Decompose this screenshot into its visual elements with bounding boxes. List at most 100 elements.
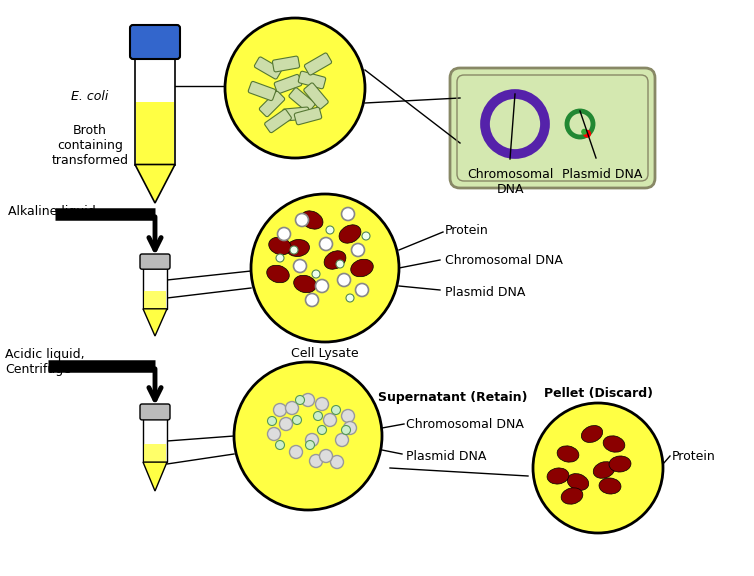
Circle shape [581,129,587,135]
Ellipse shape [547,468,569,484]
Ellipse shape [339,225,361,243]
Circle shape [305,441,314,449]
Ellipse shape [593,462,615,478]
Polygon shape [143,309,167,336]
Circle shape [330,456,344,468]
Circle shape [336,434,348,446]
Text: Protein: Protein [445,225,489,237]
Polygon shape [143,462,167,491]
FancyBboxPatch shape [294,107,322,125]
FancyBboxPatch shape [248,81,276,101]
Text: Supernatant (Retain): Supernatant (Retain) [378,392,528,404]
Circle shape [290,246,298,254]
Circle shape [533,403,663,533]
Circle shape [276,254,284,262]
Text: Cell Lysate: Cell Lysate [291,347,359,360]
FancyBboxPatch shape [305,53,332,75]
Ellipse shape [557,446,579,462]
Circle shape [305,434,318,446]
Circle shape [275,441,284,449]
Circle shape [315,279,329,293]
Circle shape [342,207,354,221]
Bar [144,291,166,309]
Circle shape [314,411,323,420]
Circle shape [583,130,591,138]
Circle shape [296,396,305,404]
Ellipse shape [287,240,309,256]
FancyBboxPatch shape [140,404,170,420]
Circle shape [362,232,370,240]
Text: Broth
containing
transformed: Broth containing transformed [51,124,128,167]
Text: Plasmid DNA: Plasmid DNA [445,286,526,298]
Text: Chromosomal
DNA: Chromosomal DNA [467,168,553,196]
Circle shape [302,393,314,407]
Text: Pellet (Discard): Pellet (Discard) [544,387,652,400]
Text: Chromosomal DNA: Chromosomal DNA [406,418,524,430]
Circle shape [336,260,344,268]
Circle shape [332,406,341,415]
FancyBboxPatch shape [259,91,285,117]
Ellipse shape [603,436,625,452]
FancyBboxPatch shape [140,254,170,269]
Ellipse shape [293,275,317,293]
Circle shape [346,294,354,302]
Circle shape [312,270,320,278]
FancyBboxPatch shape [304,83,328,109]
Text: Chromosomal DNA: Chromosomal DNA [445,253,563,267]
Ellipse shape [351,259,373,277]
Ellipse shape [267,265,290,283]
Ellipse shape [324,251,346,269]
Circle shape [286,401,299,415]
Circle shape [355,283,369,297]
Circle shape [315,397,329,411]
Circle shape [326,226,334,234]
Ellipse shape [609,456,631,472]
Text: E. coli: E. coli [72,90,109,103]
Circle shape [320,237,333,251]
Circle shape [280,418,293,430]
Ellipse shape [268,237,291,255]
Circle shape [268,416,277,426]
FancyBboxPatch shape [272,56,299,72]
Circle shape [296,214,308,226]
FancyBboxPatch shape [265,109,291,132]
Bar [143,267,167,309]
Circle shape [342,426,351,434]
Circle shape [305,294,318,306]
Circle shape [317,426,326,434]
Circle shape [309,454,323,468]
Circle shape [344,422,357,434]
Circle shape [290,445,302,458]
FancyBboxPatch shape [299,71,326,89]
Text: Protein: Protein [672,449,716,463]
Ellipse shape [301,211,323,229]
Circle shape [225,18,365,158]
FancyBboxPatch shape [254,57,282,79]
FancyBboxPatch shape [283,107,309,121]
Ellipse shape [599,478,621,494]
FancyBboxPatch shape [450,68,655,188]
Circle shape [234,362,382,510]
Text: Plasmid DNA: Plasmid DNA [406,449,486,463]
FancyBboxPatch shape [274,74,302,93]
Circle shape [274,404,287,416]
Circle shape [338,274,351,286]
FancyBboxPatch shape [289,88,315,112]
Text: Plasmid DNA: Plasmid DNA [562,168,642,181]
Circle shape [342,410,354,423]
FancyBboxPatch shape [130,25,180,59]
Text: Acidic liquid,
Centrifuge: Acidic liquid, Centrifuge [5,348,84,376]
Circle shape [293,260,306,272]
Ellipse shape [567,473,589,490]
Bar [136,101,174,165]
Polygon shape [135,165,175,203]
Bar [135,56,175,165]
Bar [143,418,167,462]
Circle shape [268,427,280,441]
Ellipse shape [581,426,602,442]
Text: Alkaline liquid: Alkaline liquid [8,206,96,218]
Circle shape [320,449,333,463]
Circle shape [323,414,336,426]
Circle shape [251,194,399,342]
Ellipse shape [561,488,583,504]
